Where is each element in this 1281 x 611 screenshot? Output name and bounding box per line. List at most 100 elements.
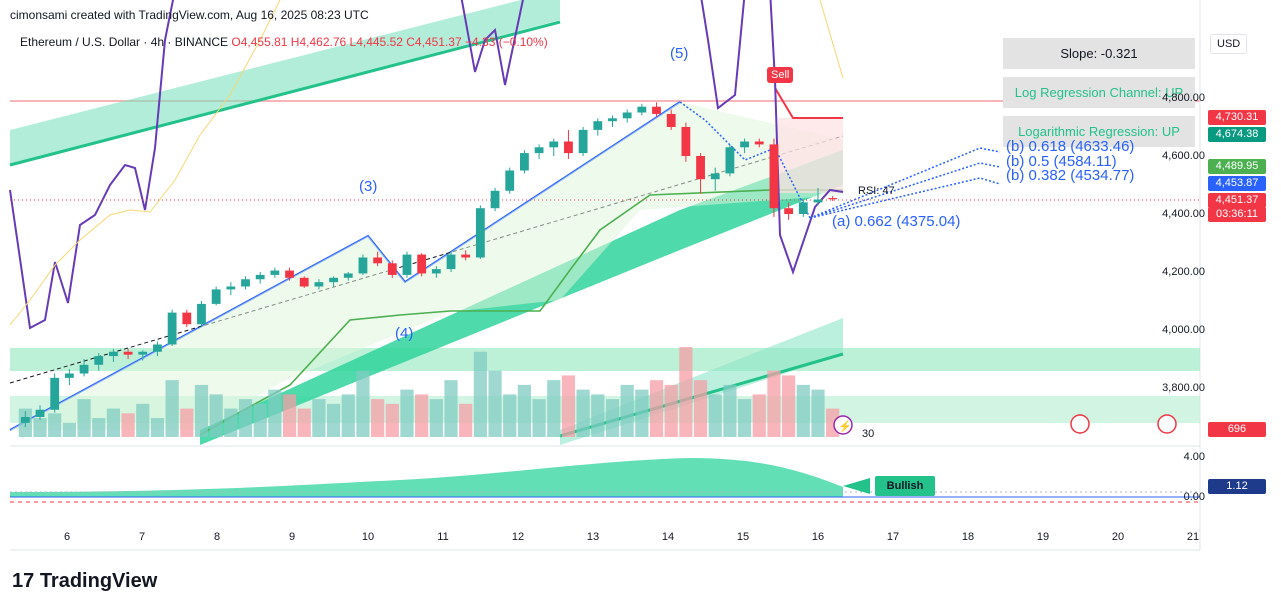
volume-bar	[121, 413, 135, 437]
symbol-name[interactable]: Ethereum / U.S. Dollar · 4h · BINANCE	[20, 35, 229, 49]
volume-bar	[811, 389, 825, 437]
candle-body	[798, 202, 808, 214]
candle-body	[79, 364, 89, 374]
low-value: L4,445.52	[349, 35, 403, 49]
candle-body	[505, 170, 515, 191]
volume-bar	[400, 389, 414, 437]
logo-mark: 17	[12, 570, 40, 592]
volume-bar	[444, 380, 458, 437]
price-tag-4454: 4,453.87	[1208, 176, 1266, 191]
volume-bar	[635, 389, 649, 437]
volume-bar	[224, 408, 238, 437]
candle-body	[593, 121, 603, 130]
volume-bar	[62, 422, 76, 437]
log-regression-box: Logarithmic Regression: UP	[1003, 116, 1195, 147]
candle-body	[358, 257, 368, 274]
price-tick-3800: 3,800.00	[1162, 382, 1205, 394]
bullish-label: Bullish	[875, 476, 935, 496]
volume-bar	[33, 418, 47, 437]
volume-bar	[92, 418, 106, 437]
volume-bar	[429, 399, 443, 437]
volume-bar	[415, 394, 429, 437]
candle-body	[123, 351, 133, 355]
candle-body	[534, 147, 544, 154]
us-flag-icon-2[interactable]	[1157, 414, 1177, 434]
rsi-ma-line	[9, 0, 281, 326]
us-flag-icon[interactable]	[1070, 414, 1090, 434]
volume-bar	[297, 408, 311, 437]
candle-body	[153, 344, 162, 352]
candle-body	[270, 270, 280, 275]
candle-body	[446, 254, 456, 270]
candle-body	[20, 417, 30, 423]
candle-body	[241, 279, 250, 287]
high-value: H4,462.76	[290, 35, 347, 49]
event-lightning-glyph: ⚡	[838, 420, 852, 433]
volume-bar	[473, 351, 487, 437]
volume-bar	[209, 394, 223, 437]
volume-bar	[356, 370, 370, 437]
volume-bar	[532, 399, 546, 437]
volume-bar	[503, 394, 517, 437]
volume-bar	[488, 370, 502, 437]
time-tick-16: 16	[811, 531, 825, 543]
countdown-timer: 03:36:11	[1208, 207, 1266, 222]
volume-bar	[371, 399, 385, 437]
volume-bar	[341, 394, 355, 437]
candle-body	[696, 156, 705, 180]
volume-bar	[605, 399, 620, 437]
tradingview-logo[interactable]: 17 TradingView	[12, 570, 157, 593]
time-tick-11: 11	[437, 531, 449, 543]
candle-body	[666, 113, 676, 127]
volume-bar	[664, 384, 678, 437]
volume-bars	[18, 347, 840, 437]
volume-label: 30	[862, 428, 875, 440]
rsi-label: RSI: 47	[858, 185, 895, 197]
volume-bar	[620, 384, 634, 437]
volume-bar	[591, 394, 605, 437]
change-value: −4.33 (−0.10%)	[465, 35, 548, 49]
candle-body	[769, 144, 779, 209]
log-regression-channel-box: Log Regression Channel: UP	[1003, 77, 1195, 108]
currency-button[interactable]: USD	[1210, 34, 1248, 54]
candle-body	[167, 312, 177, 345]
candle-body	[109, 351, 118, 357]
candle-body	[710, 173, 720, 180]
event-lightning-icon[interactable]	[833, 415, 853, 435]
fib-label-a662: (a) 0.662 (4375.04)	[832, 213, 961, 230]
candle-body	[520, 153, 529, 171]
volume-bar	[253, 403, 267, 437]
volume-bar	[268, 389, 282, 437]
volume-bar	[136, 403, 150, 437]
fib-label-5: (b) 0.5 (4584.11)	[1006, 153, 1117, 170]
sell-stop-line	[774, 87, 843, 119]
candle-body	[564, 141, 573, 154]
fib-projection-382	[809, 177, 1001, 219]
volume-bar	[796, 384, 810, 437]
logo-text: TradingView	[39, 570, 158, 592]
volume-bar	[385, 403, 399, 437]
candles	[20, 102, 838, 428]
candle-body	[138, 351, 148, 355]
price-tag-4490: 4,489.95	[1208, 159, 1266, 174]
time-tick-19: 19	[1036, 531, 1050, 543]
bullish-pointer	[843, 478, 870, 494]
volume-bar	[312, 399, 326, 437]
price-tick-4800: 4,800.00	[1162, 92, 1205, 104]
price-tick-4000: 4,000.00	[1162, 324, 1205, 336]
candle-body	[490, 190, 500, 209]
volume-bar	[48, 413, 62, 437]
candle-body	[652, 106, 661, 114]
price-tag-4451: 4,451.37	[1208, 193, 1266, 208]
candle-body	[754, 141, 764, 145]
time-tick-6: 6	[63, 531, 71, 543]
candle-body	[417, 254, 427, 274]
candle-body	[285, 270, 294, 278]
volume-bar	[77, 399, 91, 437]
candle-body	[314, 282, 324, 287]
fib-projection-5	[809, 162, 1001, 219]
volume-bar	[150, 418, 165, 437]
candle-body	[622, 112, 632, 119]
time-tick-15: 15	[736, 531, 750, 543]
fib-projection-618	[809, 147, 1001, 219]
